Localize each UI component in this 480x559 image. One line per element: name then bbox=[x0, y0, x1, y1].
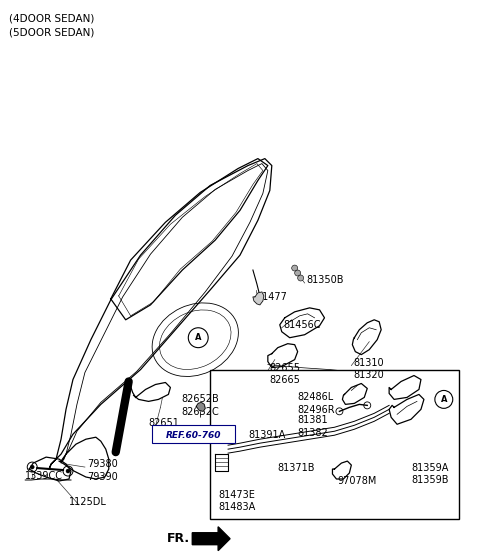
Text: 81359A
81359B: 81359A 81359B bbox=[411, 463, 448, 485]
Text: (5DOOR SEDAN): (5DOOR SEDAN) bbox=[9, 27, 95, 37]
Text: 81477: 81477 bbox=[256, 292, 287, 302]
Polygon shape bbox=[192, 527, 230, 551]
Text: 82652B
82652C: 82652B 82652C bbox=[181, 395, 219, 417]
FancyBboxPatch shape bbox=[152, 425, 235, 443]
Text: 82651: 82651 bbox=[148, 418, 180, 428]
FancyBboxPatch shape bbox=[210, 369, 459, 519]
Text: REF.60-760: REF.60-760 bbox=[166, 431, 221, 440]
Circle shape bbox=[298, 275, 304, 281]
Text: 79380
79390: 79380 79390 bbox=[87, 459, 118, 481]
Text: 81381
81382: 81381 81382 bbox=[298, 415, 328, 438]
Text: 82655
82665: 82655 82665 bbox=[270, 363, 301, 385]
Text: 97078M: 97078M bbox=[337, 476, 377, 486]
Text: FR.: FR. bbox=[167, 532, 190, 545]
Circle shape bbox=[66, 469, 70, 473]
Text: 81350B: 81350B bbox=[307, 275, 344, 285]
Text: 81473E
81483A: 81473E 81483A bbox=[218, 490, 255, 513]
Text: A: A bbox=[441, 395, 447, 404]
Text: 81371B: 81371B bbox=[278, 463, 315, 473]
Circle shape bbox=[295, 270, 300, 276]
Text: 81391A: 81391A bbox=[248, 430, 285, 440]
Text: 82486L
82496R: 82486L 82496R bbox=[298, 392, 336, 415]
Text: (4DOOR SEDAN): (4DOOR SEDAN) bbox=[9, 13, 95, 23]
Text: A: A bbox=[195, 333, 202, 342]
Polygon shape bbox=[196, 402, 205, 411]
Text: 81310
81320: 81310 81320 bbox=[353, 358, 384, 380]
Text: 1339CC: 1339CC bbox=[25, 471, 63, 481]
Polygon shape bbox=[253, 292, 264, 305]
Text: 1125DL: 1125DL bbox=[69, 497, 107, 507]
Circle shape bbox=[292, 265, 298, 271]
Text: 81456C: 81456C bbox=[284, 320, 321, 330]
Circle shape bbox=[30, 465, 34, 469]
